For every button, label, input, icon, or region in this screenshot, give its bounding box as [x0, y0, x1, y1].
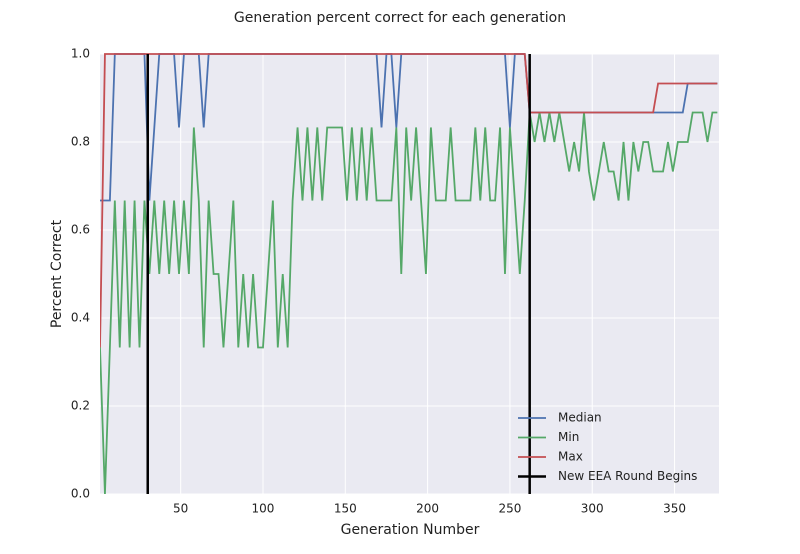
chart-title: Generation percent correct for each gene…	[234, 10, 566, 26]
y-tick-label: 0.8	[71, 135, 90, 149]
x-tick-label: 250	[498, 502, 521, 516]
legend-label: Max	[558, 450, 583, 464]
x-tick-label: 300	[581, 502, 604, 516]
legend-label: Min	[558, 430, 579, 444]
plot-layer: 0.0 0.2 0.4 0.6 0.8 1.0 50 100 150 200 250 300 350 Me…	[71, 47, 719, 516]
plot-area	[100, 54, 719, 494]
legend-label: Median	[558, 411, 602, 425]
x-tick-label: 200	[416, 502, 439, 516]
x-tick-label: 100	[252, 502, 275, 516]
legend-label: New EEA Round Begins	[558, 469, 697, 483]
y-tick-label: 1.0	[71, 47, 90, 61]
y-tick-label: 0.0	[71, 487, 90, 501]
x-axis-label: Generation Number	[341, 522, 480, 538]
y-tick-label: 0.2	[71, 399, 90, 413]
series-line	[100, 111, 718, 495]
x-tick-label: 350	[663, 502, 686, 516]
y-tick-label: 0.6	[71, 223, 90, 237]
x-tick-label: 150	[334, 502, 357, 516]
series-line	[100, 53, 718, 348]
x-tick-label: 50	[173, 502, 188, 516]
y-tick-label: 0.4	[71, 311, 90, 325]
y-axis-label: Percent Correct	[49, 219, 65, 328]
